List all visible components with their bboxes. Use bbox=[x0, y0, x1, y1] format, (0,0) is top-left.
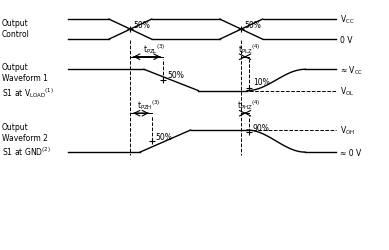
Text: ≈ 0 V: ≈ 0 V bbox=[340, 148, 361, 157]
Text: 90%: 90% bbox=[253, 123, 270, 132]
Text: V$_{\mathrm{CC}}$: V$_{\mathrm{CC}}$ bbox=[340, 14, 354, 26]
Text: V$_{\mathrm{OH}}$: V$_{\mathrm{OH}}$ bbox=[340, 124, 355, 137]
Text: Output
Waveform 2
S1 at GND$^{(2)}$: Output Waveform 2 S1 at GND$^{(2)}$ bbox=[2, 122, 51, 158]
Text: Output
Waveform 1
S1 at V$_{\mathrm{LOAD}}$$^{(1)}$: Output Waveform 1 S1 at V$_{\mathrm{LOAD… bbox=[2, 63, 54, 100]
Text: 0 V: 0 V bbox=[340, 36, 352, 44]
Text: t$_{\mathrm{PZL}}$$^{(3)}$: t$_{\mathrm{PZL}}$$^{(3)}$ bbox=[144, 42, 166, 56]
Text: t$_{\mathrm{PLZ}}$$^{(4)}$: t$_{\mathrm{PLZ}}$$^{(4)}$ bbox=[238, 42, 260, 56]
Text: 50%: 50% bbox=[133, 20, 150, 30]
Text: 50%: 50% bbox=[167, 71, 184, 80]
Text: t$_{\mathrm{PHZ}}$$^{(4)}$: t$_{\mathrm{PHZ}}$$^{(4)}$ bbox=[237, 98, 261, 112]
Text: ≈ V$_{\mathrm{CC}}$: ≈ V$_{\mathrm{CC}}$ bbox=[340, 64, 363, 76]
Text: 50%: 50% bbox=[244, 20, 261, 30]
Text: t$_{\mathrm{PZH}}$$^{(3)}$: t$_{\mathrm{PZH}}$$^{(3)}$ bbox=[137, 98, 161, 112]
Text: 10%: 10% bbox=[253, 78, 270, 87]
Text: V$_{\mathrm{OL}}$: V$_{\mathrm{OL}}$ bbox=[340, 85, 354, 98]
Text: Output
Control: Output Control bbox=[2, 19, 30, 39]
Text: 50%: 50% bbox=[156, 132, 172, 141]
